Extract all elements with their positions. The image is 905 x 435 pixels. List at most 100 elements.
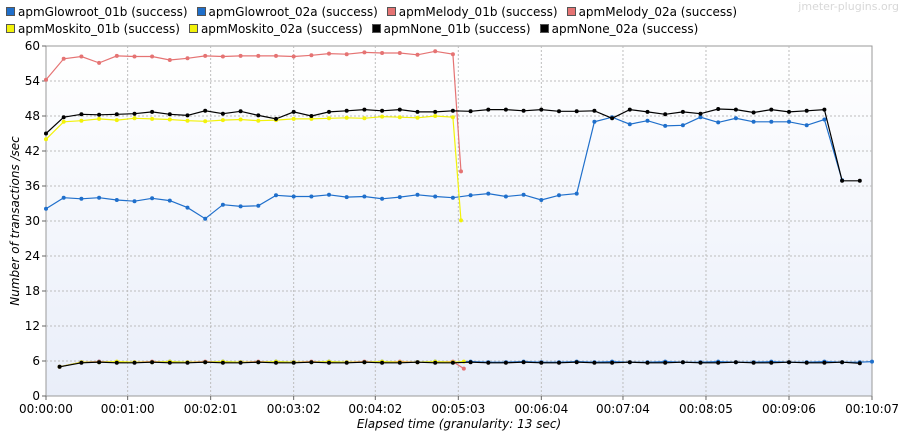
- data-point: [256, 360, 261, 365]
- data-point: [44, 77, 48, 82]
- data-point: [521, 192, 526, 197]
- y-tick-label: 48: [25, 109, 40, 123]
- data-point: [397, 115, 402, 120]
- data-point: [309, 116, 314, 121]
- data-point: [256, 53, 261, 58]
- data-point: [627, 122, 632, 127]
- data-point: [238, 117, 243, 122]
- data-point: [150, 109, 155, 114]
- data-point: [698, 360, 703, 365]
- data-point: [61, 56, 66, 61]
- data-point: [185, 56, 190, 61]
- data-point: [309, 360, 314, 365]
- data-point: [291, 194, 296, 199]
- data-point: [521, 108, 526, 113]
- data-point: [150, 196, 155, 201]
- data-point: [167, 112, 172, 117]
- series-line: [59, 361, 860, 368]
- data-point: [461, 366, 466, 371]
- data-point: [327, 116, 331, 121]
- y-tick-label: 60: [25, 39, 40, 53]
- data-point: [468, 109, 473, 114]
- data-point: [380, 114, 385, 119]
- data-point: [132, 111, 137, 116]
- data-point: [327, 51, 331, 56]
- x-tick-label: 00:10:07: [845, 402, 899, 416]
- data-point: [61, 195, 66, 200]
- data-point: [344, 52, 349, 57]
- legend-swatch: [196, 7, 206, 16]
- data-point: [769, 107, 774, 112]
- data-point: [592, 119, 597, 124]
- data-point: [574, 360, 579, 365]
- data-point: [185, 113, 190, 118]
- legend: apmGlowroot_01b (success) apmGlowroot_02a…: [6, 4, 886, 36]
- data-point: [459, 218, 463, 223]
- data-point: [97, 195, 102, 200]
- data-point: [57, 364, 62, 369]
- data-point: [415, 360, 420, 365]
- legend-label: apmGlowroot_01b (success): [18, 4, 188, 19]
- data-point: [114, 112, 119, 117]
- data-point: [97, 116, 102, 121]
- data-point: [486, 107, 491, 112]
- data-point: [167, 117, 172, 122]
- x-tick-label: 00:05:03: [431, 402, 485, 416]
- data-point: [397, 107, 402, 112]
- data-point: [733, 116, 738, 121]
- data-point: [380, 196, 385, 201]
- y-tick-label: 54: [25, 74, 40, 88]
- data-point: [97, 360, 102, 365]
- data-point: [574, 191, 579, 196]
- x-tick-label: 00:08:05: [679, 402, 733, 416]
- data-point: [256, 203, 261, 208]
- data-point: [97, 60, 102, 65]
- data-point: [769, 360, 774, 365]
- data-point: [574, 109, 579, 114]
- data-point: [857, 178, 862, 183]
- data-point: [397, 51, 402, 55]
- data-point: [44, 206, 48, 211]
- legend-swatch: [188, 24, 198, 33]
- x-tick-label: 00:06:04: [514, 402, 568, 416]
- data-point: [397, 360, 402, 365]
- data-point: [627, 107, 632, 112]
- data-point: [822, 360, 827, 365]
- data-point: [680, 360, 685, 365]
- data-point: [274, 116, 278, 121]
- data-point: [220, 54, 225, 59]
- data-point: [44, 131, 48, 136]
- data-point: [804, 108, 809, 113]
- data-point: [698, 111, 703, 116]
- legend-swatch: [6, 7, 15, 16]
- data-point: [203, 216, 208, 221]
- data-point: [185, 360, 190, 365]
- data-point: [716, 107, 721, 111]
- data-point: [256, 113, 261, 118]
- data-point: [79, 196, 84, 201]
- data-point: [291, 116, 296, 121]
- watermark: jmeter-plugins.org: [798, 0, 899, 13]
- data-point: [663, 360, 668, 365]
- data-point: [733, 107, 738, 112]
- legend-item: apmMoskito_01b (success): [6, 21, 180, 36]
- data-point: [362, 360, 367, 365]
- series: [44, 115, 845, 221]
- data-point: [870, 359, 874, 364]
- legend-label: apmMelody_01b (success): [398, 4, 558, 19]
- data-point: [822, 107, 827, 112]
- data-point: [79, 54, 84, 59]
- data-point: [220, 111, 225, 116]
- data-point: [468, 360, 473, 365]
- data-point: [291, 109, 296, 114]
- data-point: [114, 198, 119, 202]
- data-point: [503, 107, 508, 112]
- data-point: [291, 360, 296, 365]
- legend-item: apmNone_02a (success): [539, 21, 698, 36]
- data-point: [698, 115, 703, 120]
- data-point: [79, 360, 84, 365]
- data-point: [397, 195, 402, 200]
- data-point: [344, 360, 349, 365]
- data-point: [132, 116, 137, 121]
